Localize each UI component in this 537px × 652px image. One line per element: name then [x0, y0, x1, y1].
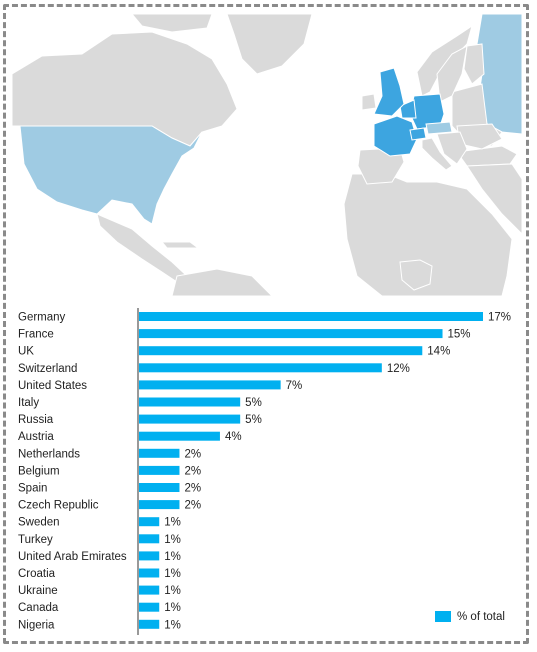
legend-swatch [435, 611, 451, 622]
map-region-france [373, 115, 418, 157]
category-label: Austria [18, 431, 54, 443]
map-region-ireland [361, 93, 377, 111]
value-label: 15% [448, 329, 471, 341]
category-label: UK [18, 346, 34, 358]
category-label: Croatia [18, 568, 56, 580]
bar-chart: Germany 17% France 15% UK 14% Switzerland 12% Un… [18, 308, 511, 635]
category-label: United Arab Emirates [18, 551, 127, 563]
category-label: Belgium [18, 465, 60, 477]
category-label: Italy [18, 397, 39, 409]
map-region-south-america [171, 268, 273, 296]
bar [139, 568, 160, 578]
value-label: 2% [184, 483, 201, 495]
map-region-finland [463, 43, 485, 85]
map-land [12, 14, 522, 296]
bar [139, 602, 160, 612]
bar [139, 397, 241, 407]
map-region-africa [343, 173, 513, 296]
bar [139, 329, 443, 339]
value-label: 2% [184, 465, 201, 477]
bar [139, 465, 180, 475]
bar [139, 483, 180, 492]
value-label: 1% [164, 568, 181, 580]
value-label: 14% [427, 346, 450, 358]
value-label: 7% [286, 380, 303, 392]
bar [139, 431, 220, 441]
value-label: 1% [164, 534, 181, 546]
value-label: 5% [245, 397, 262, 409]
bar [139, 585, 160, 595]
value-label: 4% [225, 431, 242, 443]
bar [139, 414, 241, 424]
map-region-austria [425, 121, 453, 135]
chart-frame [3, 4, 529, 644]
value-label: 1% [164, 517, 181, 529]
value-label: 2% [184, 448, 201, 460]
category-label: Russia [18, 414, 54, 426]
bar [139, 312, 483, 321]
map-region-turkey [456, 145, 518, 167]
bar [139, 346, 423, 356]
map-region-norway [416, 24, 473, 97]
map-region-nigeria [399, 259, 433, 291]
bar [139, 619, 160, 629]
category-label: Turkey [18, 534, 53, 546]
category-label: Netherlands [18, 448, 80, 460]
category-label: Nigeria [18, 619, 55, 631]
value-label: 12% [387, 363, 410, 375]
bar [139, 551, 160, 561]
bar [139, 448, 180, 458]
value-label: 1% [164, 619, 181, 631]
map-region-united-states [19, 125, 203, 225]
category-label: Canada [18, 602, 59, 614]
category-label: France [18, 329, 54, 341]
map-region-switzerland [409, 127, 427, 141]
value-label: 1% [164, 585, 181, 597]
value-label: 1% [164, 551, 181, 563]
map-region-balkans [436, 131, 468, 165]
bar [139, 363, 382, 373]
legend: % of total [435, 611, 505, 623]
category-label: Germany [18, 312, 66, 324]
map-region-greenland [226, 14, 313, 75]
map-region-italy [421, 137, 453, 171]
value-label: 2% [184, 500, 201, 512]
category-label: Spain [18, 483, 47, 495]
value-label: 5% [245, 414, 262, 426]
category-label: United States [18, 380, 87, 392]
category-label: Sweden [18, 517, 60, 529]
world-map [12, 14, 522, 296]
map-region-arctic-islands [131, 14, 213, 33]
map-region-united-kingdom [373, 67, 405, 117]
value-label: 17% [488, 312, 511, 324]
category-label: Ukraine [18, 585, 58, 597]
category-label: Switzerland [18, 363, 77, 375]
map-region-middle-east [466, 163, 522, 235]
bar [139, 534, 160, 544]
bars-group: Germany 17% France 15% UK 14% Switzerland 12% Un… [18, 312, 511, 632]
map-region-central-america [96, 213, 188, 285]
map-region-cuba [160, 241, 200, 249]
value-label: 1% [164, 602, 181, 614]
bar [139, 380, 281, 390]
bar [139, 500, 180, 510]
category-label: Czech Republic [18, 500, 99, 512]
legend-label: % of total [457, 611, 505, 623]
bar [139, 517, 160, 527]
